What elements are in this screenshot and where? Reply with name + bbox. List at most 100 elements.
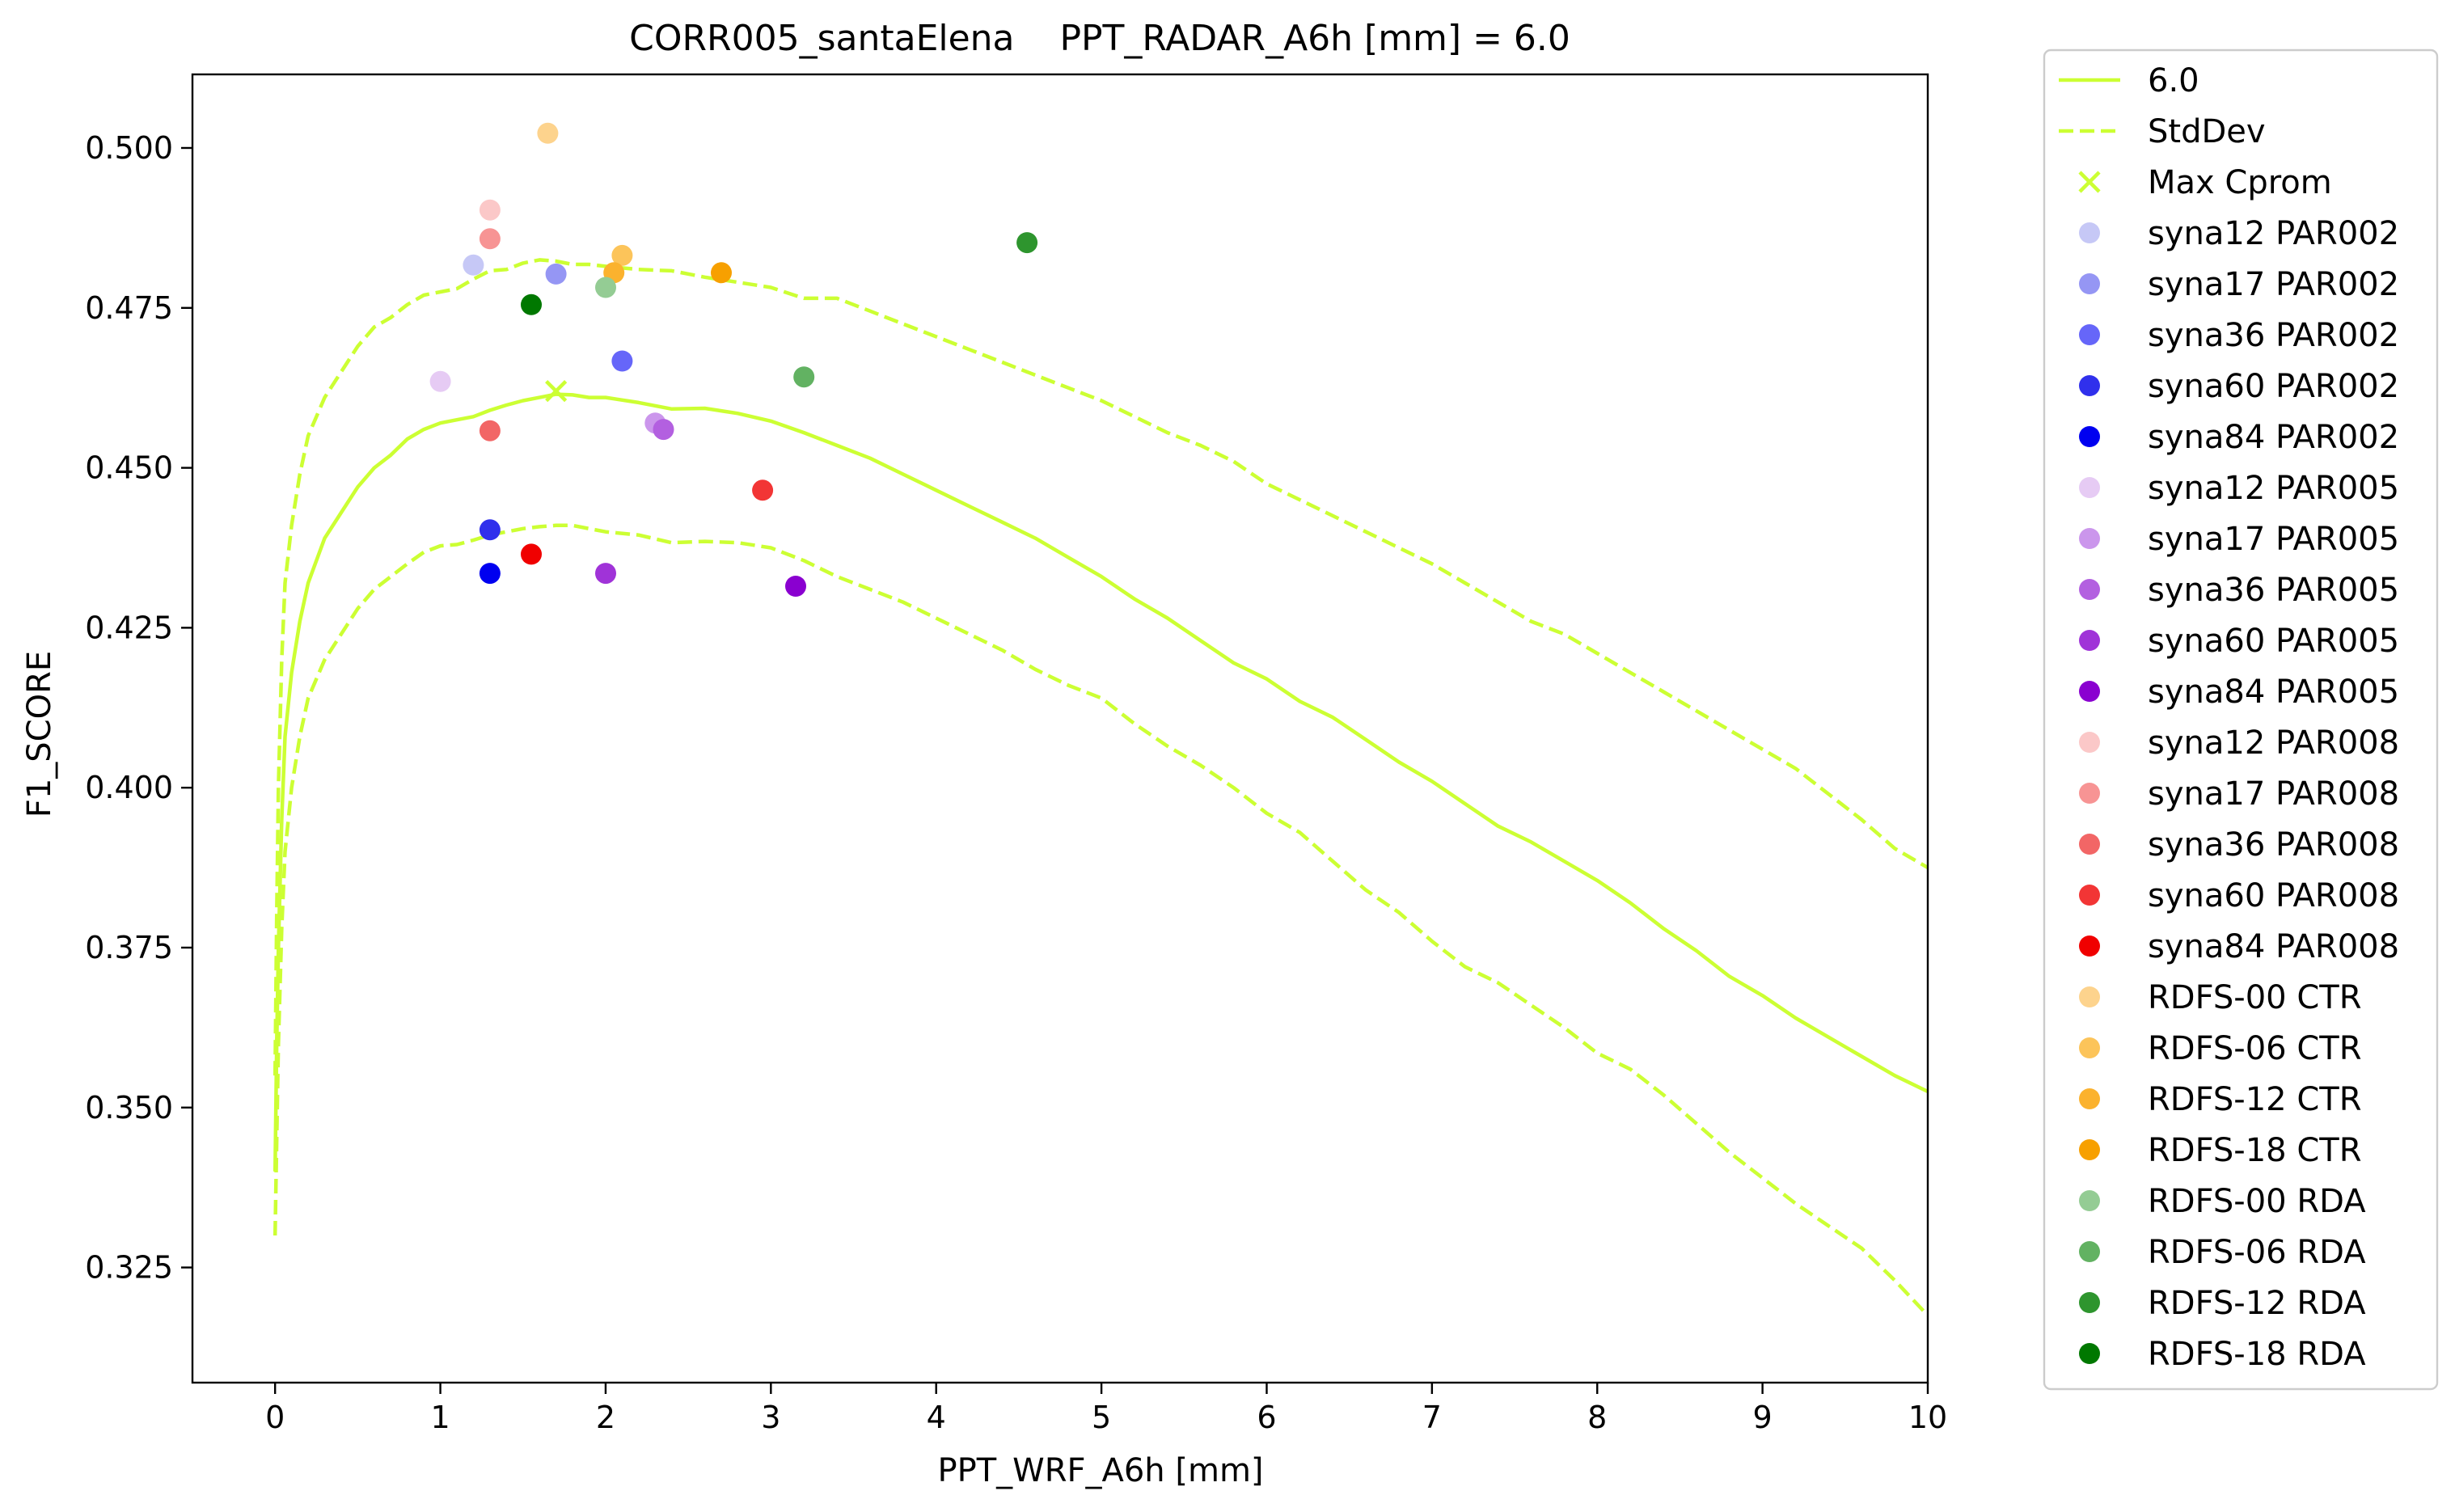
x-tick-label: 4 [927,1400,946,1435]
legend-symbol [2078,171,2101,193]
legend-label: syna84 PAR005 [2148,674,2399,711]
y-tick-label: 0.375 [85,930,173,965]
y-axis: 0.325 0.350 0.375 0.400 0.425 0.450 0.475 0.500 [85,130,192,1286]
x-axis: 0 1 2 3 4 5 6 7 8 9 10 [265,1383,1947,1435]
legend-label: syna84 PAR008 [2148,928,2399,965]
point-syna84-par002 [479,563,501,585]
series-line-stddev-lower [273,523,1928,1317]
legend-entry: syna12 PAR008 [2079,724,2399,762]
y-tick-label: 0.325 [85,1250,173,1286]
legend-label: RDFS-12 CTR [2148,1081,2362,1118]
legend-symbol [2079,783,2100,804]
legend-symbol [2079,885,2100,906]
legend-label: syna84 PAR002 [2148,419,2399,456]
legend-entry: syna36 PAR005 [2079,572,2399,609]
x-tick-label: 0 [265,1400,285,1435]
x-tick-label: 5 [1092,1400,1111,1435]
legend-entry: Max Cprom [2078,164,2332,201]
legend-entry: RDFS-18 CTR [2079,1132,2362,1169]
legend-entry: syna84 PAR008 [2079,928,2399,965]
plot-frame [191,73,1929,1384]
point-syna60-par008 [752,479,774,501]
legend-symbol [2079,324,2100,345]
legend-symbol [2079,579,2100,600]
legend-label: syna60 PAR008 [2148,877,2399,914]
legend-label: RDFS-00 CTR [2148,979,2362,1016]
legend-symbol [2079,935,2100,957]
point-syna84-par005 [785,576,806,597]
point-syna12-par005 [429,370,451,392]
y-axis-label: F1_SCORE [21,651,58,817]
legend-label: RDFS-06 RDA [2148,1234,2366,1271]
legend-label: syna60 PAR005 [2148,623,2399,660]
legend-symbol [2079,273,2100,294]
legend-label: syna36 PAR008 [2148,826,2399,864]
plot-lines [273,258,1928,1317]
point-syna36-par005 [653,419,674,441]
point-rdfs-18-rda [521,294,542,315]
legend-symbol [2079,426,2100,447]
legend-entry: RDFS-00 CTR [2079,979,2362,1016]
legend-label: syna17 PAR008 [2148,775,2399,813]
legend-entry: StdDev [2059,113,2266,150]
legend-entry: RDFS-12 RDA [2079,1285,2366,1322]
point-syna12-par002 [463,254,484,276]
legend-label: Max Cprom [2148,164,2332,201]
chart-title: CORR005_santaElena PPT_RADAR_A6h [mm] = … [629,18,1570,59]
legend-entry: syna60 PAR005 [2079,623,2399,660]
x-axis-label: PPT_WRF_A6h [mm] [937,1452,1263,1489]
point-rdfs-06-rda [793,366,815,388]
point-syna12-par008 [479,199,501,221]
x-tick-label: 7 [1422,1400,1442,1435]
point-syna60-par002 [479,519,501,541]
legend-label: syna12 PAR005 [2148,470,2399,507]
legend-symbol [2079,375,2100,396]
y-tick-label: 0.475 [85,290,173,326]
point-syna36-par008 [479,420,501,441]
x-tick-label: 2 [596,1400,615,1435]
x-tick-label: 9 [1753,1400,1773,1435]
x-tick-label: 1 [430,1400,450,1435]
y-tick-label: 0.350 [85,1090,173,1126]
legend-symbol [2079,1343,2100,1364]
legend-symbol [2079,222,2100,243]
legend-entry: RDFS-00 RDA [2079,1183,2366,1220]
legend-label: syna17 PAR005 [2148,521,2399,558]
legend-label: syna36 PAR002 [2148,317,2399,354]
point-rdfs-18-ctr [711,262,732,284]
legend-label: RDFS-06 CTR [2148,1030,2362,1067]
legend-symbol [2079,986,2100,1007]
legend-entry: syna17 PAR002 [2079,266,2399,303]
legend-symbol [2079,1292,2100,1313]
legend-box [2043,49,2439,1391]
legend-entry: syna60 PAR002 [2079,368,2399,405]
series-line-stddev-upper [273,258,1928,1076]
point-rdfs-00-ctr [537,122,559,144]
plot-points [429,122,1038,597]
point-syna84-par008 [521,543,542,565]
point-syna17-par002 [545,263,567,285]
legend-entry: syna36 PAR008 [2079,826,2399,864]
legend-label: RDFS-12 RDA [2148,1285,2366,1322]
legend-entry: RDFS-06 RDA [2079,1234,2366,1271]
legend-entry: syna84 PAR002 [2079,419,2399,456]
legend-symbol [2079,528,2100,549]
legend-symbol [2079,1139,2100,1160]
x-tick-label: 3 [761,1400,780,1435]
point-syna17-par008 [479,228,501,250]
legend-symbol [2079,1037,2100,1058]
point-rdfs-06-ctr [611,244,633,266]
legend-label: RDFS-18 CTR [2148,1132,2362,1169]
legend-entry: syna12 PAR002 [2079,215,2399,252]
legend-entry: syna17 PAR008 [2079,775,2399,813]
legend-entry: syna17 PAR005 [2079,521,2399,558]
legend-entry: syna36 PAR002 [2079,317,2399,354]
legend-symbol [2079,732,2100,753]
legend-symbol [2079,681,2100,702]
x-tick-label: 10 [1908,1400,1947,1435]
legend-label: syna17 PAR002 [2148,266,2399,303]
y-tick-label: 0.500 [85,130,173,166]
legend-entry: RDFS-06 CTR [2079,1030,2362,1067]
legend-symbol [2079,1190,2100,1211]
